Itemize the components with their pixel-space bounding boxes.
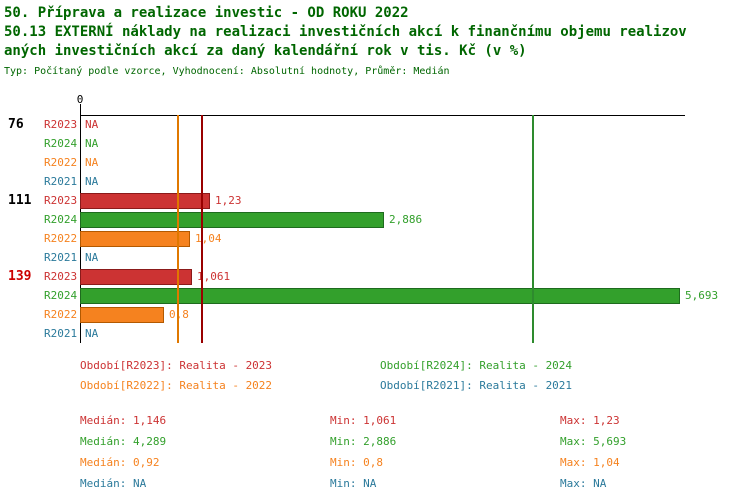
median-line-r2023 <box>201 115 203 343</box>
bar-series-label: R2024 <box>44 289 78 302</box>
bar <box>80 193 210 209</box>
bar-na-value: NA <box>85 327 99 340</box>
bar <box>80 269 192 285</box>
x-axis-origin-label: 0 <box>76 93 84 106</box>
stat-max-r2023: Max: 1,23 <box>560 414 620 427</box>
bar-series-label: R2021 <box>44 327 78 340</box>
stat-min-r2024: Min: 2,886 <box>330 435 397 448</box>
bar-value-label: 1,23 <box>215 194 242 207</box>
bar-na-value: NA <box>85 175 99 188</box>
bar-series-label: R2023 <box>44 270 78 283</box>
stat-median-r2021: Medián: NA <box>80 477 147 490</box>
bar-series-label: R2023 <box>44 194 78 207</box>
bar-na-value: NA <box>85 137 99 150</box>
median-line-r2024 <box>532 115 534 343</box>
bar-series-label: R2021 <box>44 251 78 264</box>
stat-median-r2022: Medián: 0,92 <box>80 456 160 469</box>
bar-value-label: 1,061 <box>197 270 231 283</box>
stat-max-r2024: Max: 5,693 <box>560 435 627 448</box>
chart-meta-line: Typ: Počítaný podle vzorce, Vyhodnocení:… <box>4 66 450 77</box>
stat-max-r2021: Max: NA <box>560 477 607 490</box>
bar-na-value: NA <box>85 118 99 131</box>
bar <box>80 212 384 228</box>
stat-min-r2023: Min: 1,061 <box>330 414 397 427</box>
bar-series-label: R2022 <box>44 232 78 245</box>
x-axis-line <box>80 115 685 116</box>
group-label: 76 <box>8 117 24 132</box>
chart-title-line1: 50. Příprava a realizace investic - OD R… <box>4 5 409 21</box>
chart-title-line2: 50.13 EXTERNÍ náklady na realizaci inves… <box>4 24 687 40</box>
stat-max-r2022: Max: 1,04 <box>560 456 620 469</box>
group-label: 111 <box>8 193 32 208</box>
legend-item-r2023: Období[R2023]: Realita - 2023 <box>80 359 273 372</box>
legend-item-r2022: Období[R2022]: Realita - 2022 <box>80 379 273 392</box>
legend-item-r2021: Období[R2021]: Realita - 2021 <box>380 379 573 392</box>
bar <box>80 231 190 247</box>
stat-median-r2024: Medián: 4,289 <box>80 435 167 448</box>
bar <box>80 307 164 323</box>
stat-min-r2021: Min: NA <box>330 477 377 490</box>
bar-series-label: R2021 <box>44 175 78 188</box>
bar <box>80 288 680 304</box>
bar-na-value: NA <box>85 156 99 169</box>
bar-value-label: 5,693 <box>685 289 719 302</box>
bar-series-label: R2024 <box>44 137 78 150</box>
stat-median-r2023: Medián: 1,146 <box>80 414 167 427</box>
bar-series-label: R2023 <box>44 118 78 131</box>
bar-series-label: R2022 <box>44 308 78 321</box>
bar-value-label: 2,886 <box>389 213 423 226</box>
median-line-r2022 <box>177 115 179 343</box>
group-label: 139 <box>8 269 32 284</box>
stat-min-r2022: Min: 0,8 <box>330 456 383 469</box>
bar-series-label: R2022 <box>44 156 78 169</box>
bar-series-label: R2024 <box>44 213 78 226</box>
legend-item-r2024: Období[R2024]: Realita - 2024 <box>380 359 573 372</box>
chart-title-line3: aných investičních akcí za daný kalendář… <box>4 43 527 59</box>
bar-na-value: NA <box>85 251 99 264</box>
